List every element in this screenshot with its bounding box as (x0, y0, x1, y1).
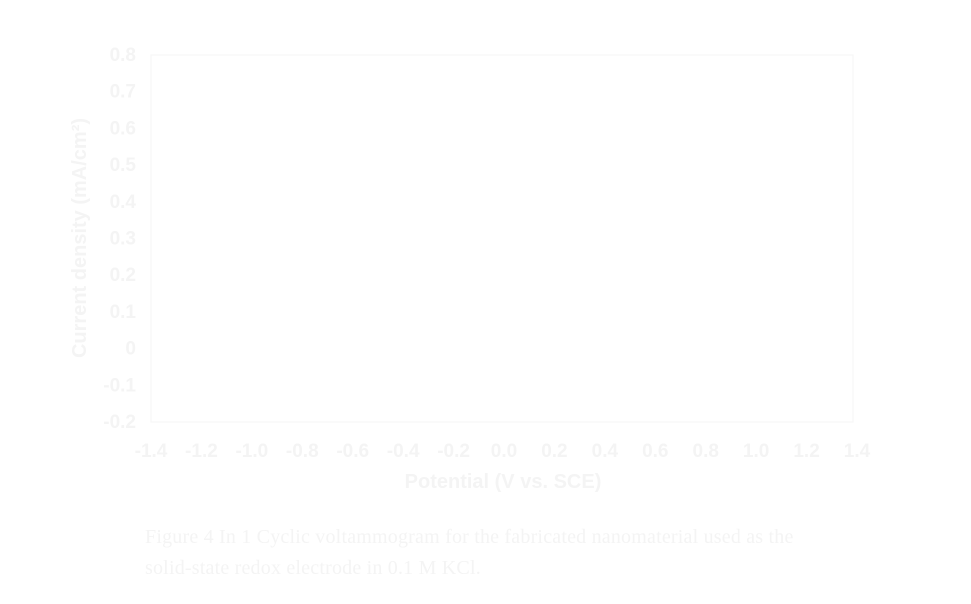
y-tick-label: -0.1 (103, 375, 136, 396)
x-tick-label: -0.2 (437, 441, 470, 462)
caption-line-2: solid-state redox electrode in 0.1 M KCl… (145, 557, 481, 579)
x-tick-label: 0.4 (592, 441, 619, 462)
y-axis-title: Current density (mA/cm²) (69, 118, 91, 358)
y-tick-label: 0.1 (110, 302, 137, 323)
y-tick-label: 0 (125, 339, 136, 360)
x-tick-label: -1.2 (185, 441, 218, 462)
plot-area (150, 54, 854, 423)
x-tick-label: -0.8 (286, 441, 319, 462)
y-tick-label: -0.2 (103, 412, 136, 433)
y-tick-label: 0.6 (110, 118, 136, 139)
x-tick-label: 0.2 (541, 441, 567, 462)
y-tick-label: 0.3 (110, 229, 136, 250)
y-tick-label: 0.5 (110, 155, 137, 176)
y-tick-label: 0.2 (110, 265, 136, 286)
x-tick-label: 0.6 (642, 441, 668, 462)
x-axis-ticks: -1.4 -1.2 -1.0 -0.8 -0.6 -0.4 -0.2 0.0 0.2 0.4 0.6… (135, 441, 871, 462)
x-tick-label: 0.8 (693, 441, 719, 462)
x-tick-label: 1.4 (844, 441, 871, 462)
x-tick-label: 0.0 (491, 441, 517, 462)
x-tick-label: -0.4 (387, 441, 420, 462)
x-tick-label: 1.2 (793, 441, 819, 462)
caption-line-1: Figure 4 In 1 Cyclic voltammogram for th… (145, 526, 794, 548)
figure-caption: Figure 4 In 1 Cyclic voltammogram for th… (145, 522, 845, 584)
x-tick-label: -1.0 (235, 441, 268, 462)
x-tick-label: -1.4 (135, 441, 168, 462)
y-axis-ticks: 0.8 0.7 0.6 0.5 0.4 0.3 0.2 0.1 0 -0.1 -0.2 (103, 45, 136, 433)
x-axis-title: Potential (V vs. SCE) (405, 471, 602, 493)
y-tick-label: 0.4 (110, 192, 137, 213)
x-tick-label: -0.6 (336, 441, 369, 462)
y-tick-label: 0.8 (110, 45, 136, 66)
y-tick-label: 0.7 (110, 82, 136, 103)
x-tick-label: 1.0 (743, 441, 769, 462)
